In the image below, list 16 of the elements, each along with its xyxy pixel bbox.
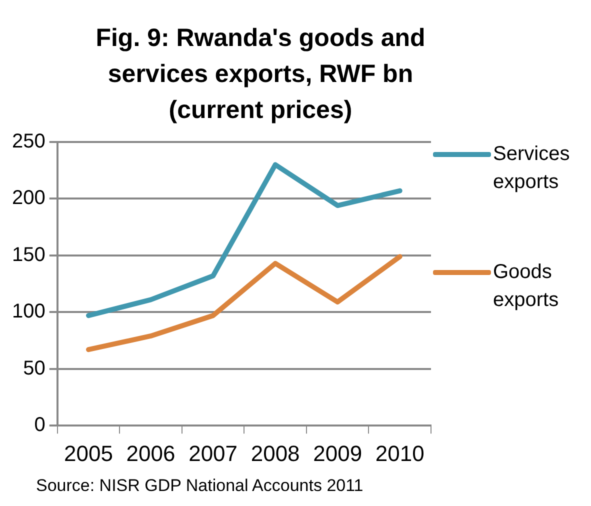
y-tick-label: 100 [12,300,46,323]
x-tick-label: 2009 [313,440,362,466]
x-tick-label: 2008 [250,440,300,466]
y-tick-label: 150 [12,244,46,266]
y-tick-label: 250 [12,130,46,153]
x-tick-label: 2006 [126,440,176,466]
legend-label: Goods exports [493,260,560,313]
x-tick-label: 2005 [64,440,113,466]
chart-title: Fig. 9: Rwanda's goods and services exports, RWF bn (current prices) [94,23,426,126]
x-tick-label: 2010 [375,440,424,466]
legend-label: Services exports [493,142,571,195]
x-tick-label: 2007 [188,440,238,466]
y-tick-label: 50 [23,357,46,380]
source-note: Source: NISR GDP National Accounts 2011 [36,476,364,496]
y-tick-label: 200 [12,187,46,210]
y-tick-label: 0 [34,414,46,436]
